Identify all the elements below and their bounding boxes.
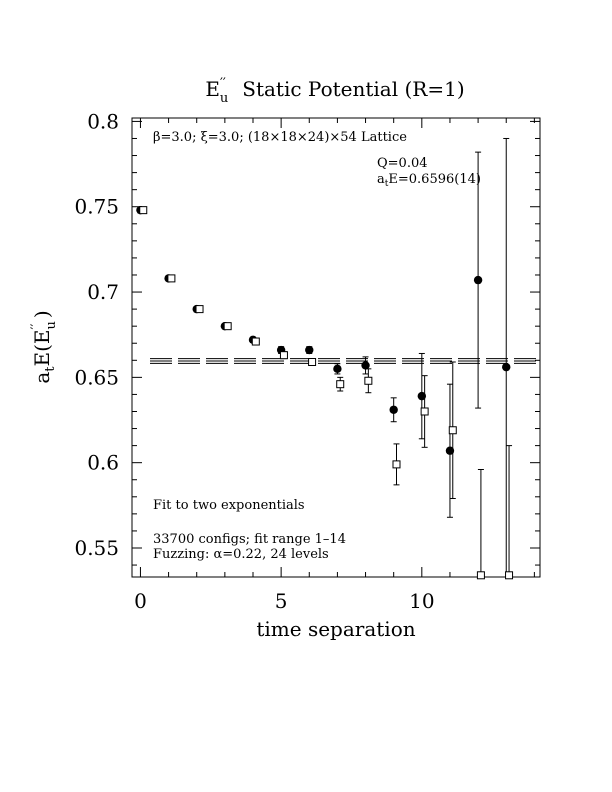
- energy-annotation-prefix: a: [377, 172, 385, 187]
- y-tick-label: 0.6: [87, 451, 119, 475]
- fuzzing-annotation: Fuzzing: α=0.22, 24 levels: [153, 547, 329, 562]
- chart-title-sup: ′′: [220, 76, 226, 91]
- y-axis-label-prefix-sub: t: [43, 366, 58, 372]
- y-tick-label: 0.65: [74, 365, 119, 389]
- chart-title-rest: Static Potential (R=1): [242, 77, 464, 101]
- y-tick-label: 0.8: [87, 109, 119, 133]
- lattice-annotation: β=3.0; ξ=3.0; (18×18×24)×54 Lattice: [153, 130, 407, 145]
- chart-title: E′′ u Static Potential (R=1): [205, 76, 464, 106]
- data-point-square: [167, 274, 176, 283]
- data-point-circle: [473, 275, 483, 285]
- data-point-circle: [389, 405, 398, 414]
- y-axis-label-sub: u: [44, 321, 59, 329]
- data-point-square: [251, 337, 260, 346]
- data-point-square: [279, 351, 288, 360]
- data-point-circle: [502, 362, 511, 372]
- data-point-circle: [361, 361, 370, 370]
- y-tick-label: 0.7: [87, 280, 119, 304]
- data-point-square: [308, 358, 317, 367]
- data-point-square: [364, 376, 373, 385]
- data-point-square: [448, 426, 457, 435]
- y-tick-labels: 0.55 0.6 0.65 0.7 0.75 0.8: [74, 109, 119, 560]
- data-point-circle: [417, 391, 427, 401]
- y-tick-label: 0.55: [74, 536, 119, 560]
- data-point-square: [139, 206, 148, 215]
- x-tick-label: 0: [134, 589, 147, 613]
- chart-title-main: E: [205, 77, 220, 101]
- axis-ticks: [132, 118, 540, 577]
- energy-annotation-value: E=0.6596(14): [388, 172, 481, 187]
- x-tick-label: 10: [409, 589, 434, 613]
- data-point-circle: [445, 446, 455, 455]
- energy-annotation: atE=0.6596(14): [377, 172, 481, 189]
- fit-annotation: Fit to two exponentials: [153, 498, 305, 513]
- configs-annotation: 33700 configs; fit range 1–14: [153, 532, 346, 547]
- energy-annotation-sub: t: [385, 179, 389, 189]
- data-point-square: [505, 571, 514, 580]
- x-axis-label: time separation: [256, 617, 415, 641]
- chart-title-sub: u: [220, 91, 228, 106]
- data-point-square: [223, 322, 232, 331]
- y-axis-label-sup: ′′: [29, 324, 44, 330]
- data-point-square: [476, 571, 485, 580]
- data-point-circle: [333, 364, 342, 374]
- y-axis-label-close: ): [30, 310, 54, 318]
- data-series: [136, 137, 514, 580]
- y-axis-label-main: E(E: [30, 329, 54, 366]
- x-tick-label: 5: [275, 589, 288, 613]
- data-point-circle: [305, 345, 314, 355]
- data-point-square: [392, 460, 401, 469]
- y-tick-label: 0.75: [74, 195, 119, 219]
- plot-frame: [131, 117, 541, 578]
- y-axis-label-prefix: a: [30, 372, 54, 384]
- data-point-square: [336, 380, 345, 389]
- data-point-square: [195, 305, 204, 314]
- q-annotation: Q=0.04: [377, 156, 428, 171]
- y-axis-label: atE(E′′u): [29, 310, 59, 383]
- data-point-square: [420, 407, 429, 416]
- fit-band: [150, 358, 538, 364]
- x-tick-labels: 0 5 10: [134, 589, 434, 613]
